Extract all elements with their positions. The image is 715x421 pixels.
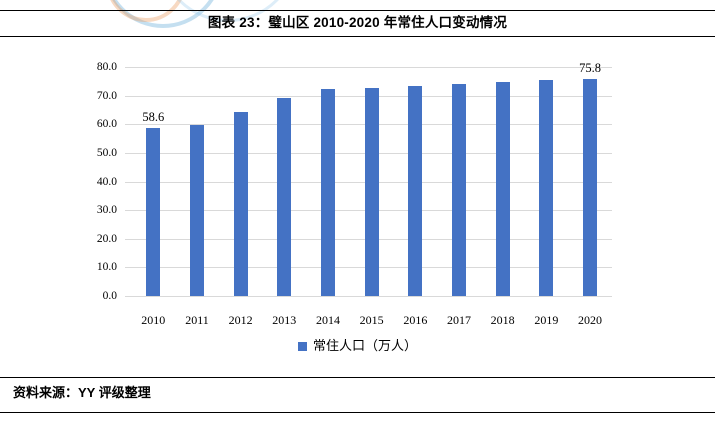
bar-data-label: 75.8 [579, 61, 601, 76]
y-axis-tick-label: 30.0 [96, 204, 117, 217]
bar-data-label: 58.6 [142, 110, 165, 125]
x-axis-tick-label: 2013 [272, 313, 297, 327]
x-axis-tick-label: 2020 [578, 313, 602, 327]
bar [451, 83, 466, 296]
bar [408, 86, 423, 296]
footer-divider [0, 377, 715, 378]
bar [233, 112, 248, 296]
x-axis-tick-label: 2018 [490, 313, 515, 327]
bar [277, 97, 292, 296]
gridline [125, 67, 612, 68]
x-axis-tick-label: 2010 [141, 313, 166, 327]
population-bar-chart: 常住人口（万人） 0.0 10.0 20.0 30.0 40.0 50.0 60.0 70.0… [0, 61, 715, 355]
figure-title: 图表 23：璧山区 2010-2020 年常住人口变动情况 [207, 15, 508, 30]
y-axis-tick-label: 0.0 [102, 290, 117, 302]
y-axis-tick-label: 20.0 [96, 232, 117, 245]
x-axis-tick-label: 2016 [403, 313, 428, 327]
chart-legend: 常住人口（万人） [0, 337, 715, 355]
bar [189, 125, 204, 296]
y-axis-tick-label: 70.0 [96, 89, 117, 102]
x-axis-tick-label: 2019 [534, 313, 559, 327]
bottom-divider [0, 412, 715, 413]
bar [364, 87, 379, 296]
bar [495, 81, 510, 296]
x-axis-tick-label: 2014 [315, 313, 340, 327]
data-source: 资料来源：YY 评级整理 [13, 385, 151, 400]
top-divider [0, 10, 715, 11]
bar [539, 79, 554, 296]
legend-label: 常住人口（万人） [312, 338, 417, 353]
x-axis-tick-label: 2015 [359, 313, 384, 327]
bar [146, 128, 161, 296]
legend-swatch [297, 341, 307, 351]
bar [320, 89, 335, 296]
y-axis-tick-label: 60.0 [96, 118, 117, 131]
y-axis-tick-label: 80.0 [96, 61, 117, 73]
y-axis-tick-label: 50.0 [96, 146, 117, 159]
title-divider [0, 36, 715, 37]
x-axis-tick-label: 2017 [446, 313, 471, 327]
y-axis-tick-label: 10.0 [96, 261, 117, 274]
x-axis-tick-label: 2011 [185, 313, 209, 327]
x-axis-tick-label: 2012 [228, 313, 253, 327]
bar [583, 79, 597, 296]
y-axis-tick-label: 40.0 [96, 175, 117, 188]
gridline [125, 296, 612, 297]
